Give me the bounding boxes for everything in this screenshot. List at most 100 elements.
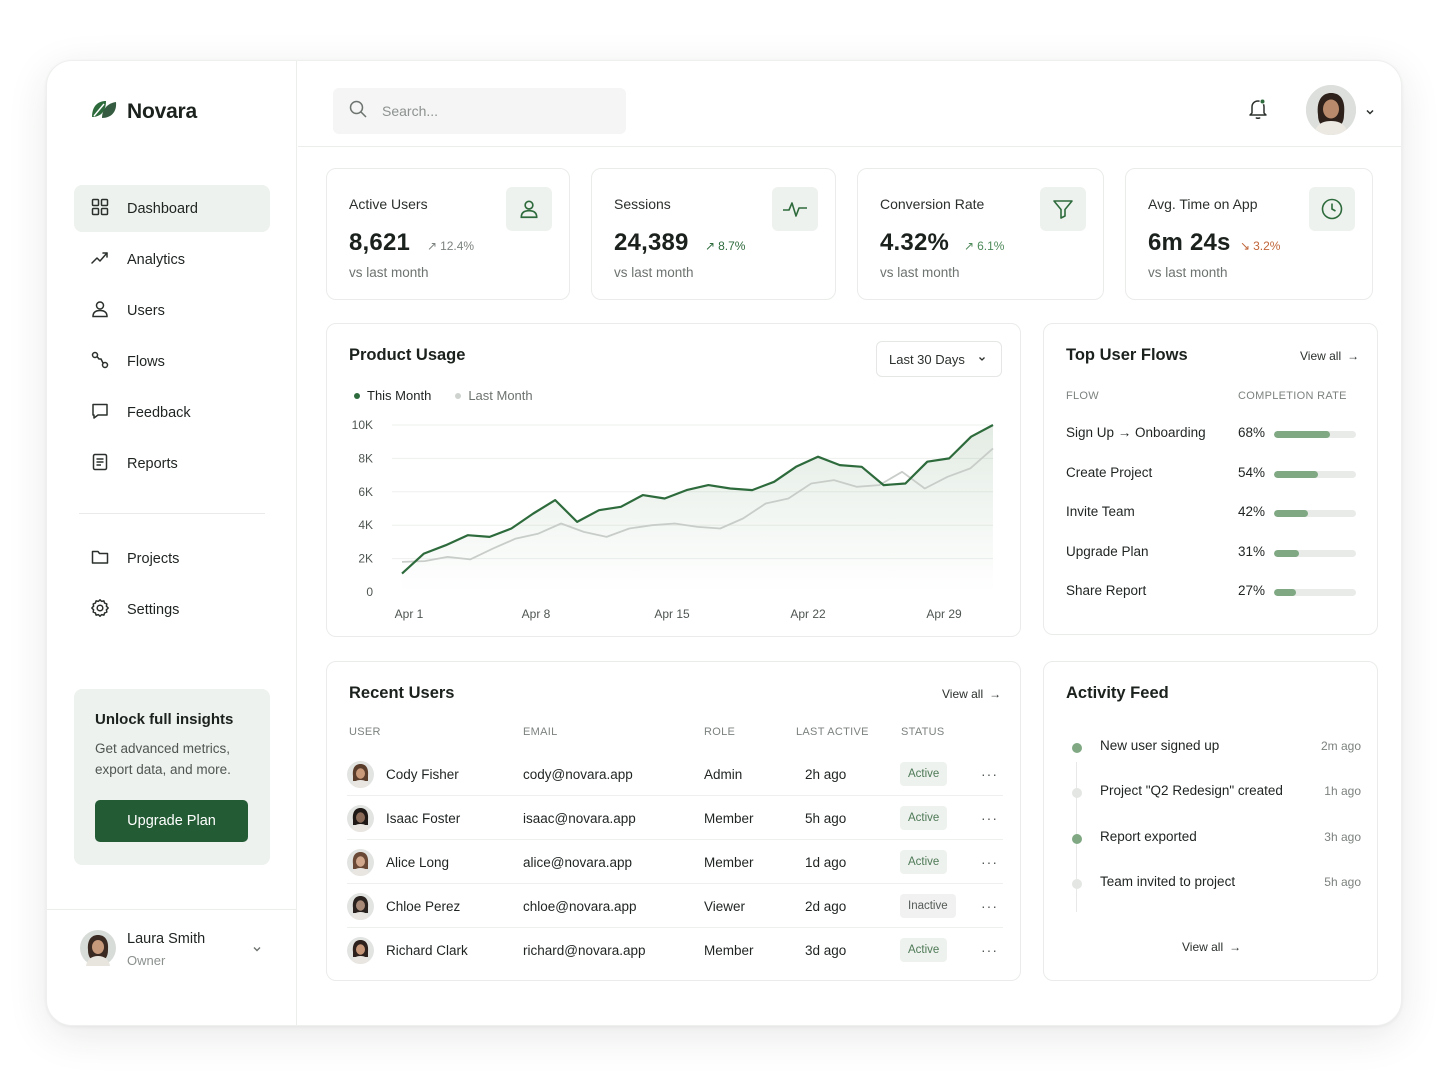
view-all-link[interactable]: View all → <box>1300 349 1360 363</box>
user-name[interactable]: Isaac Foster <box>386 810 461 826</box>
activity-text: New user signed up <box>1100 738 1220 753</box>
user-last-active: 2h ago <box>805 766 847 782</box>
legend-last-month[interactable]: Last Month <box>455 388 533 403</box>
chart-legend: This Month Last Month <box>354 388 533 403</box>
area-this-month <box>402 425 993 592</box>
user-email[interactable]: cody@novara.app <box>523 766 633 782</box>
kpi-card-avg-time: Avg. Time on App 6m 24s ↘ 3.2% vs last mo… <box>1125 168 1373 300</box>
y-tick-label: 2K <box>358 552 373 566</box>
kpi-value: 24,389 <box>614 229 689 256</box>
more-options-icon[interactable]: ··· <box>981 942 998 958</box>
card-title: Activity Feed <box>1066 684 1169 702</box>
brand[interactable]: Novara <box>89 97 197 126</box>
arrow-up-right-icon: ↗ <box>427 239 438 253</box>
logo-icon <box>89 97 119 126</box>
timeline-dot <box>1072 788 1082 799</box>
avatar[interactable] <box>1306 85 1356 135</box>
view-all-link[interactable]: View all → <box>942 687 1002 701</box>
reports-icon <box>90 452 110 476</box>
user-role: Viewer <box>704 898 746 914</box>
user-name[interactable]: Chloe Perez <box>386 898 461 914</box>
more-options-icon[interactable]: ··· <box>981 810 998 826</box>
chevron-down-icon[interactable] <box>1364 105 1376 123</box>
user-email[interactable]: alice@novara.app <box>523 854 633 870</box>
account-switcher[interactable]: Laura Smith Owner <box>47 909 297 1025</box>
col-user[interactable]: USER <box>349 726 381 738</box>
main-nav: Dashboard Analytics Users Flows Feedback… <box>74 185 270 491</box>
col-status[interactable]: STATUS <box>901 726 945 738</box>
nav-item-feedback[interactable]: Feedback <box>74 389 270 436</box>
arrow-down-right-icon: ↘ <box>1240 239 1251 253</box>
more-options-icon[interactable]: ··· <box>981 898 998 914</box>
nav-item-reports[interactable]: Reports <box>74 440 270 487</box>
avatar <box>80 930 116 971</box>
progress-bar <box>1274 431 1356 438</box>
more-options-icon[interactable]: ··· <box>981 854 998 870</box>
flow-row[interactable]: Create Project 54% <box>1066 465 1366 485</box>
nav-label: Projects <box>127 550 180 567</box>
col-flow: FLOW <box>1066 390 1099 402</box>
flow-row[interactable]: Sign Up → Onboarding 68% <box>1066 425 1366 445</box>
flow-row[interactable]: Upgrade Plan 31% <box>1066 544 1366 564</box>
table-row[interactable]: Chloe Perez chloe@novara.app Viewer 2d ago I… <box>347 884 1003 928</box>
upgrade-plan-button[interactable]: Upgrade Plan <box>95 800 248 842</box>
view-all-link[interactable]: View all → <box>1182 940 1242 954</box>
notification-bell-icon[interactable] <box>1247 97 1269 126</box>
activity-item[interactable]: New user signed up 2m ago <box>1070 738 1370 758</box>
kpi-sub: vs last month <box>1148 265 1228 280</box>
activity-time: 2m ago <box>1320 739 1361 753</box>
activity-item[interactable]: Report exported 3h ago <box>1070 829 1370 849</box>
activity-item[interactable]: Team invited to project 5h ago <box>1070 874 1370 894</box>
kpi-label: Avg. Time on App <box>1148 196 1258 212</box>
activity-item[interactable]: Project "Q2 Redesign" created 1h ago <box>1070 783 1370 803</box>
nav-item-analytics[interactable]: Analytics <box>74 236 270 283</box>
nav-item-projects[interactable]: Projects <box>74 535 270 582</box>
user-email[interactable]: chloe@novara.app <box>523 898 637 914</box>
user-name[interactable]: Richard Clark <box>386 942 468 958</box>
kpi-change: ↗ 8.7% <box>705 239 746 253</box>
table-row[interactable]: Alice Long alice@novara.app Member 1d ago Ac… <box>347 840 1003 884</box>
x-tick-label: Apr 1 <box>395 607 424 621</box>
legend-this-month[interactable]: This Month <box>354 388 431 403</box>
progress-bar <box>1274 510 1356 517</box>
avatar <box>347 805 374 832</box>
user-name[interactable]: Cody Fisher <box>386 766 459 782</box>
col-role[interactable]: ROLE <box>704 726 736 738</box>
user-name[interactable]: Alice Long <box>386 854 450 870</box>
user-last-active: 5h ago <box>805 810 847 826</box>
flow-row[interactable]: Invite Team 42% <box>1066 504 1366 524</box>
kpi-value: 8,621 <box>349 229 411 256</box>
nav-item-settings[interactable]: Settings <box>74 586 270 633</box>
user-email[interactable]: isaac@novara.app <box>523 810 636 826</box>
table-row[interactable]: Cody Fisher cody@novara.app Admin 2h ago Act… <box>347 752 1003 796</box>
col-last-active[interactable]: LAST ACTIVE <box>796 726 869 738</box>
nav-label: Users <box>127 302 165 319</box>
search-input[interactable] <box>382 103 602 119</box>
top-user-flows-card: Top User Flows View all → FLOW COMPLETION… <box>1043 323 1378 635</box>
col-completion-rate: COMPLETION RATE <box>1238 390 1347 402</box>
nav-label: Settings <box>127 601 180 618</box>
table-row[interactable]: Isaac Foster isaac@novara.app Member 5h ago… <box>347 796 1003 840</box>
user-email[interactable]: richard@novara.app <box>523 942 646 958</box>
date-range-select[interactable]: Last 30 Days <box>876 341 1002 377</box>
nav-item-dashboard[interactable]: Dashboard <box>74 185 270 232</box>
flow-percent: 31% <box>1238 543 1266 559</box>
nav-divider <box>79 513 265 514</box>
timeline-dot <box>1072 878 1082 889</box>
card-title: Product Usage <box>349 346 466 364</box>
y-tick-label: 6K <box>358 485 373 499</box>
more-options-icon[interactable]: ··· <box>981 766 998 782</box>
user-role: Member <box>704 942 754 958</box>
nav-item-users[interactable]: Users <box>74 287 270 334</box>
nav-item-flows[interactable]: Flows <box>74 338 270 385</box>
avatar <box>347 937 374 964</box>
kpi-change: ↗ 6.1% <box>964 239 1005 253</box>
activity-feed-card: Activity Feed New user signed up 2m ago Pr… <box>1043 661 1378 981</box>
search-box[interactable] <box>333 88 626 134</box>
flow-row[interactable]: Share Report 27% <box>1066 583 1366 603</box>
arrow-up-right-icon: ↗ <box>964 239 975 253</box>
col-email[interactable]: EMAIL <box>523 726 558 738</box>
nav-label: Analytics <box>127 251 186 268</box>
table-row[interactable]: Richard Clark richard@novara.app Member 3d … <box>347 928 1003 972</box>
kpi-sub: vs last month <box>349 265 429 280</box>
